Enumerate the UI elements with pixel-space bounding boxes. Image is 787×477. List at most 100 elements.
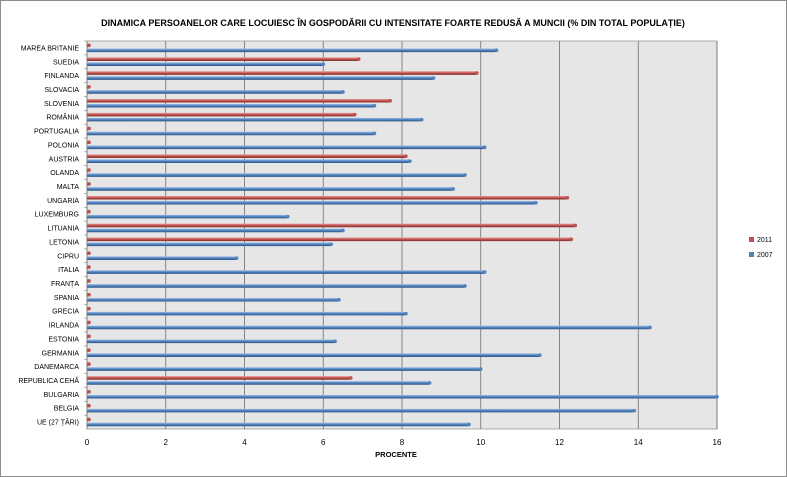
bar-cap-2011 — [356, 57, 361, 61]
category-label: SUEDIA — [53, 59, 79, 66]
category-label: SLOVENIA — [44, 101, 79, 108]
bar-cap-2011 — [404, 154, 408, 158]
bar-cap-2011 — [349, 376, 353, 380]
bar-cap-2007 — [534, 200, 538, 205]
category-label: DANEMARCA — [34, 364, 79, 371]
bar-cap-2007 — [404, 311, 408, 316]
bar-2007 — [87, 200, 536, 205]
bar-2011 — [87, 57, 359, 61]
bar-2011 — [87, 71, 477, 75]
category-label: CIPRU — [57, 253, 79, 260]
bar-cap-2011 — [87, 85, 91, 89]
x-tick-label: 14 — [634, 438, 643, 447]
bar-2007 — [87, 422, 469, 427]
category-label: IRLANDA — [49, 323, 80, 330]
legend: 2011 2007 — [749, 237, 773, 259]
bar-2007 — [87, 48, 497, 53]
bar-cap-2007 — [482, 145, 487, 150]
bar-cap-2011 — [475, 71, 479, 75]
bar-2007 — [87, 103, 375, 108]
x-tick-label: 6 — [321, 438, 326, 447]
bar-cap-2011 — [87, 43, 91, 48]
bar-cap-2007 — [337, 297, 341, 302]
category-label: LUXEMBURG — [35, 212, 79, 219]
bar-cap-2011 — [87, 182, 91, 186]
bar-2007 — [87, 242, 332, 247]
bar-2007 — [87, 228, 343, 233]
bar-cap-2007 — [321, 62, 326, 66]
x-tick-label: 0 — [85, 438, 90, 447]
bar-2007 — [87, 381, 430, 385]
bar-cap-2011 — [87, 403, 91, 408]
bar-2011 — [87, 112, 355, 117]
bar-cap-2011 — [87, 417, 91, 422]
bar-cap-2007 — [408, 159, 412, 163]
bar-cap-2007 — [463, 173, 467, 177]
bar-cap-2011 — [388, 98, 392, 103]
category-label: GRECIA — [52, 309, 79, 316]
bar-cap-2007 — [463, 284, 467, 288]
bar-cap-2007 — [467, 422, 471, 427]
bar-cap-2011 — [87, 126, 91, 131]
category-label: ESTONIA — [48, 336, 79, 343]
x-tick-label: 8 — [400, 438, 405, 447]
bar-cap-2007 — [341, 90, 345, 94]
bar-cap-2007 — [427, 381, 432, 385]
category-label: GERMANIA — [42, 350, 80, 357]
category-label: LITUANIA — [47, 226, 79, 233]
bar-cap-2011 — [87, 389, 91, 394]
category-label: PORTUGALIA — [34, 129, 79, 136]
chart-title: DINAMICA PERSOANELOR CARE LOCUIESC ÎN GO… — [101, 17, 685, 28]
bar-2007 — [87, 284, 465, 288]
bar-2007 — [87, 76, 434, 80]
bar-cap-2011 — [87, 168, 91, 172]
legend-label-2011: 2011 — [757, 237, 772, 244]
bar-cap-2011 — [87, 306, 91, 311]
bar-2011 — [87, 223, 576, 228]
bar-cap-2007 — [451, 187, 455, 191]
category-label: AUSTRIA — [49, 156, 80, 163]
x-tick-label: 2 — [164, 438, 169, 447]
bar-cap-2011 — [87, 140, 91, 145]
bar-2007 — [87, 256, 237, 260]
bar-2007 — [87, 214, 288, 219]
bar-cap-2007 — [482, 270, 487, 274]
bar-cap-2007 — [341, 228, 345, 233]
bar-cap-2007 — [648, 325, 652, 330]
bar-cap-2007 — [333, 339, 337, 344]
bar-cap-2007 — [286, 214, 290, 219]
bar-2007 — [87, 90, 343, 94]
bar-cap-2007 — [478, 367, 483, 371]
category-label: SPANIA — [54, 295, 79, 302]
bar-2007 — [87, 339, 336, 344]
bar-cap-2007 — [234, 256, 239, 260]
category-label: SLOVACIA — [45, 87, 80, 94]
category-label: LETONIA — [49, 239, 79, 246]
bar-2011 — [87, 195, 568, 200]
category-label: MAREA BRITANIE — [21, 45, 80, 52]
category-label: ITALIA — [58, 267, 79, 274]
bar-2007 — [87, 297, 339, 302]
category-label: UNGARIA — [47, 198, 79, 205]
bar-cap-2011 — [87, 348, 91, 352]
bar-2007 — [87, 270, 485, 274]
bar-2007 — [87, 173, 465, 177]
bar-2007 — [87, 187, 454, 191]
bar-cap-2007 — [329, 242, 333, 247]
bar-cap-2011 — [87, 292, 91, 297]
bar-cap-2011 — [569, 237, 574, 242]
category-label: BELGIA — [54, 406, 80, 413]
bar-2007 — [87, 353, 540, 357]
bar-cap-2007 — [494, 48, 499, 53]
category-label: ROMÂNIA — [46, 113, 79, 122]
bar-cap-2007 — [419, 117, 424, 122]
category-labels: MAREA BRITANIE SUEDIA FINLANDA SLOVACIA SLOV… — [18, 40, 87, 427]
x-tick-label: 10 — [476, 438, 485, 447]
category-label: POLONIA — [48, 142, 79, 149]
category-label: FINLANDA — [44, 73, 79, 80]
bar-cap-2007 — [538, 353, 542, 357]
bar-cap-2011 — [87, 265, 91, 269]
bar-2007 — [87, 145, 485, 150]
bar-2007 — [87, 159, 410, 163]
